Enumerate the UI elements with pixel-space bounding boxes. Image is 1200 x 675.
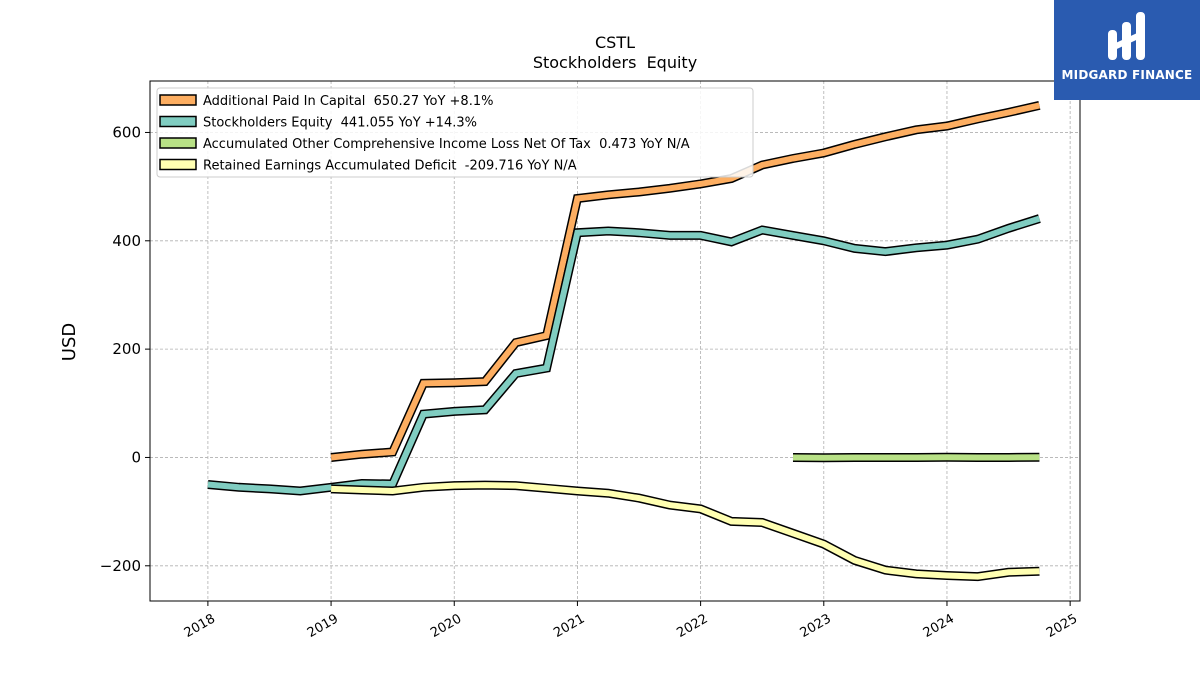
x-tick-label: 2024	[921, 611, 957, 641]
series-line-2	[207, 215, 1041, 495]
plot-frame	[149, 80, 1081, 602]
brand-logo: MIDGARD FINANCE	[1054, 0, 1200, 100]
x-tick-label: 2022	[674, 611, 710, 641]
legend-swatch	[159, 158, 197, 171]
legend-label: Stockholders Equity 441.055 YoY +14.3%	[203, 116, 477, 131]
series-line-3	[792, 454, 1040, 461]
x-tick-label: 2019	[305, 611, 341, 641]
series-line-4	[330, 482, 1040, 580]
logo-mark-icon	[1108, 12, 1145, 60]
series-line-outline	[207, 214, 1041, 496]
y-axis-label: USD	[59, 323, 80, 361]
x-tick-label: 2021	[551, 611, 587, 641]
legend-label: Retained Earnings Accumulated Deficit -2…	[203, 159, 577, 174]
y-tick-label: 600	[112, 123, 141, 141]
legend-swatch	[159, 115, 197, 128]
y-tick-label: −200	[100, 557, 141, 575]
x-tick-label: 2020	[428, 611, 464, 641]
y-tick-label: 400	[112, 232, 141, 250]
legend-label: Accumulated Other Comprehensive Income L…	[203, 137, 690, 152]
x-tick-label: 2025	[1044, 611, 1080, 641]
legend-label: Additional Paid In Capital 650.27 YoY +8…	[203, 94, 493, 109]
x-tick-label: 2018	[182, 611, 218, 641]
chart-title: CSTL	[595, 33, 635, 52]
series-line-outline	[330, 480, 1040, 582]
legend-swatch	[159, 137, 197, 149]
logo-text: MIDGARD FINANCE	[1061, 68, 1193, 82]
chart-subtitle: Stockholders Equity	[533, 53, 697, 72]
y-tick-label: 0	[131, 448, 141, 466]
legend-swatch	[159, 94, 197, 106]
series-line-1	[330, 102, 1041, 461]
x-tick-label: 2023	[798, 611, 834, 641]
legend-box	[156, 87, 754, 178]
y-tick-label: 200	[112, 340, 141, 358]
